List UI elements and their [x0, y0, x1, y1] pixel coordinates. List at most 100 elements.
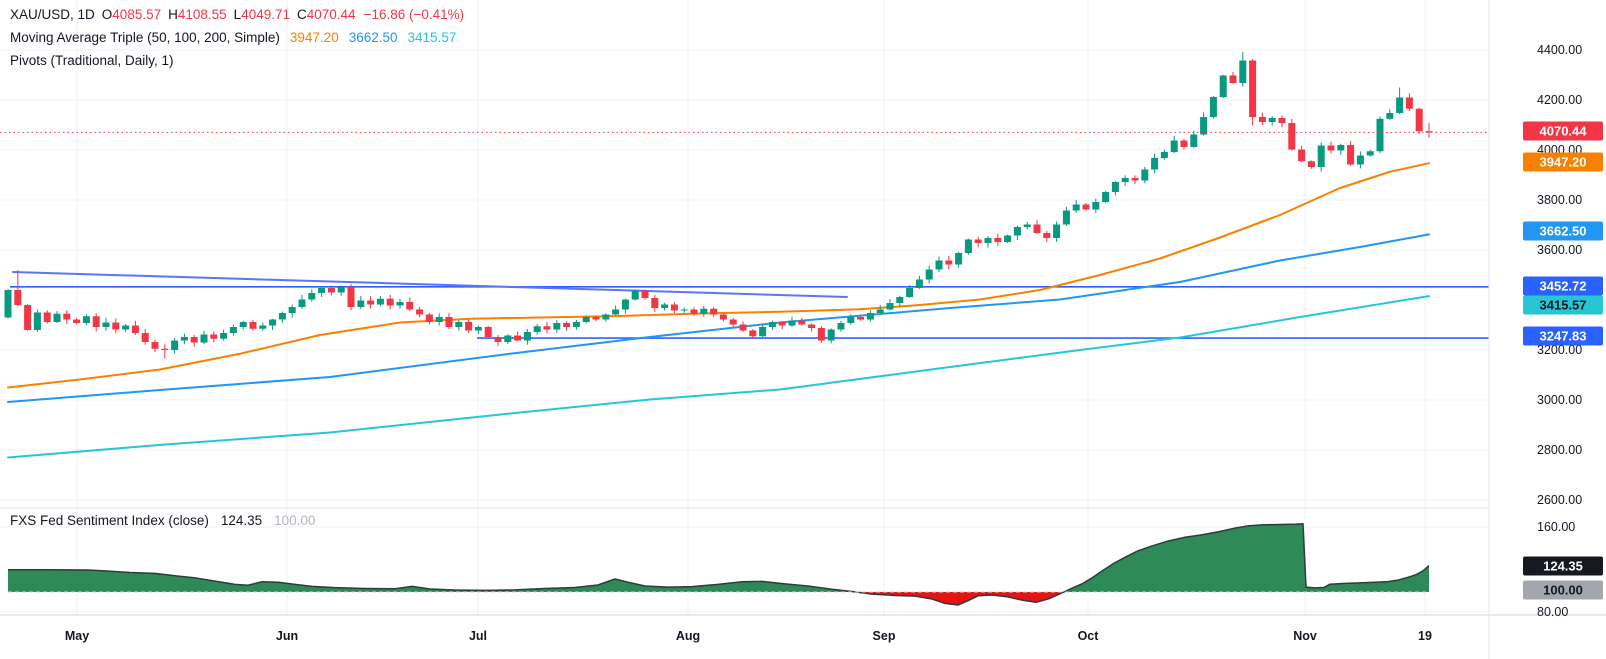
candle[interactable]	[474, 325, 482, 334]
candle[interactable]	[1160, 149, 1168, 160]
candle[interactable]	[1347, 141, 1355, 166]
candle[interactable]	[82, 314, 90, 326]
sentiment-line[interactable]	[8, 523, 1430, 606]
candle[interactable]	[1425, 122, 1433, 138]
candle[interactable]	[1396, 87, 1404, 114]
candle[interactable]	[1092, 198, 1100, 214]
candle[interactable]	[1307, 160, 1315, 169]
candle[interactable]	[1121, 175, 1129, 186]
candle[interactable]	[857, 314, 865, 321]
candle[interactable]	[935, 256, 943, 273]
candle[interactable]	[827, 328, 835, 344]
candle[interactable]	[1072, 199, 1080, 213]
candle[interactable]	[337, 285, 345, 296]
candle[interactable]	[318, 286, 326, 297]
candle[interactable]	[327, 285, 335, 296]
candle[interactable]	[435, 313, 443, 326]
candle[interactable]	[1229, 71, 1237, 84]
candle[interactable]	[778, 321, 786, 330]
candle[interactable]	[1376, 116, 1384, 153]
candle[interactable]	[514, 331, 522, 342]
candle[interactable]	[239, 320, 247, 330]
pivots-indicator-label[interactable]: Pivots (Traditional, Daily, 1)	[10, 53, 174, 68]
candle[interactable]	[700, 305, 708, 317]
candle[interactable]	[651, 294, 659, 312]
plot-area[interactable]	[0, 0, 1489, 615]
candle[interactable]	[572, 320, 580, 330]
candle[interactable]	[288, 304, 296, 318]
candle[interactable]	[670, 302, 678, 314]
ma100-line[interactable]	[7, 233, 1430, 403]
candle[interactable]	[847, 314, 855, 325]
candle[interactable]	[1327, 141, 1335, 154]
candle[interactable]	[4, 289, 12, 319]
candle[interactable]	[788, 316, 796, 327]
candles[interactable]	[4, 52, 1433, 359]
candle[interactable]	[1386, 109, 1394, 120]
candle[interactable]	[523, 329, 531, 345]
sentiment-area-positive[interactable]	[8, 523, 1429, 592]
candle[interactable]	[1200, 112, 1208, 136]
candle[interactable]	[1082, 202, 1090, 211]
legend-symbol-row[interactable]: XAU/USD, 1D O4085.57 H4108.55 L4049.71 C4070…	[10, 3, 464, 26]
candle[interactable]	[1249, 58, 1257, 126]
candle[interactable]	[808, 323, 816, 332]
candle[interactable]	[1023, 221, 1031, 230]
candle[interactable]	[553, 320, 561, 333]
candle[interactable]	[1219, 74, 1227, 99]
candle[interactable]	[886, 298, 894, 311]
candle[interactable]	[396, 298, 404, 309]
candle[interactable]	[425, 312, 433, 325]
candle[interactable]	[866, 310, 874, 322]
candle[interactable]	[543, 322, 551, 334]
candle[interactable]	[416, 306, 424, 318]
candle[interactable]	[1415, 107, 1423, 134]
candle[interactable]	[33, 309, 41, 332]
candle[interactable]	[367, 296, 375, 309]
candle[interactable]	[249, 319, 257, 331]
candle[interactable]	[504, 334, 512, 345]
legend-ma-row[interactable]: Moving Average Triple (50, 100, 200, Sim…	[10, 26, 464, 49]
candle[interactable]	[24, 304, 32, 331]
candle[interactable]	[1356, 151, 1364, 169]
candle[interactable]	[1033, 220, 1041, 234]
candle[interactable]	[592, 315, 600, 322]
candle[interactable]	[347, 283, 355, 311]
candle[interactable]	[974, 236, 982, 248]
candle[interactable]	[817, 326, 825, 343]
candle[interactable]	[621, 298, 629, 314]
candle[interactable]	[14, 270, 22, 307]
candle[interactable]	[269, 318, 277, 330]
candle[interactable]	[161, 344, 169, 359]
candle[interactable]	[465, 319, 473, 334]
candle[interactable]	[1053, 221, 1061, 242]
candle[interactable]	[739, 321, 747, 333]
candle[interactable]	[141, 328, 149, 345]
candle[interactable]	[376, 296, 384, 307]
candle[interactable]	[602, 313, 610, 322]
candle[interactable]	[1180, 138, 1188, 150]
candle[interactable]	[190, 334, 198, 347]
candle[interactable]	[896, 295, 904, 308]
candle[interactable]	[719, 313, 727, 322]
candle[interactable]	[1288, 118, 1296, 151]
candle[interactable]	[210, 331, 218, 343]
candle[interactable]	[915, 275, 923, 289]
candle[interactable]	[1268, 116, 1276, 126]
candle[interactable]	[455, 320, 463, 331]
candle[interactable]	[994, 233, 1002, 246]
candle[interactable]	[1239, 52, 1247, 87]
legend-pivots-row[interactable]: Pivots (Traditional, Daily, 1)	[10, 49, 464, 72]
candle[interactable]	[906, 285, 914, 298]
sentiment-area-negative[interactable]	[8, 592, 1429, 605]
candle[interactable]	[200, 330, 208, 345]
candle[interactable]	[171, 338, 179, 354]
candle[interactable]	[445, 313, 453, 329]
candle[interactable]	[641, 289, 649, 300]
ma50-line[interactable]	[7, 162, 1430, 389]
candle[interactable]	[1102, 191, 1110, 204]
candle[interactable]	[43, 310, 51, 324]
candle[interactable]	[308, 289, 316, 302]
candle[interactable]	[386, 294, 394, 310]
